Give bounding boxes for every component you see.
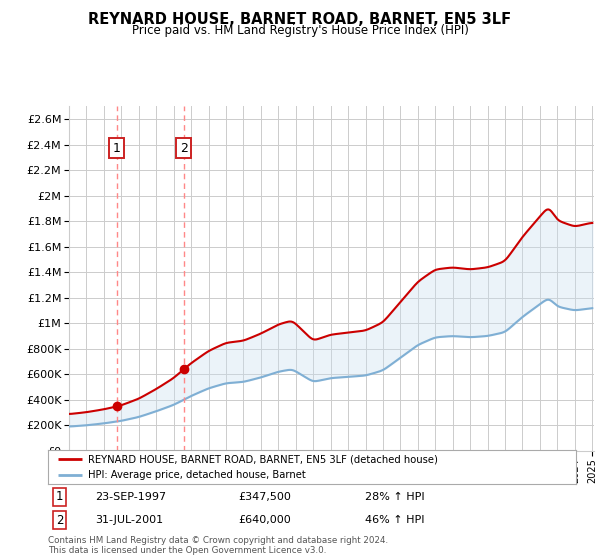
Text: HPI: Average price, detached house, Barnet: HPI: Average price, detached house, Barn… [88, 470, 305, 480]
Text: REYNARD HOUSE, BARNET ROAD, BARNET, EN5 3LF (detached house): REYNARD HOUSE, BARNET ROAD, BARNET, EN5 … [88, 454, 437, 464]
Text: 31-JUL-2001: 31-JUL-2001 [95, 515, 164, 525]
Text: 1: 1 [113, 142, 121, 155]
Text: 2: 2 [180, 142, 188, 155]
Text: Price paid vs. HM Land Registry's House Price Index (HPI): Price paid vs. HM Land Registry's House … [131, 24, 469, 36]
Text: £347,500: £347,500 [238, 492, 291, 502]
Text: 2: 2 [56, 514, 64, 526]
Text: 1: 1 [56, 491, 64, 503]
Text: 28% ↑ HPI: 28% ↑ HPI [365, 492, 424, 502]
Text: 46% ↑ HPI: 46% ↑ HPI [365, 515, 424, 525]
Text: Contains HM Land Registry data © Crown copyright and database right 2024.
This d: Contains HM Land Registry data © Crown c… [48, 536, 388, 556]
Text: £640,000: £640,000 [238, 515, 291, 525]
Text: 23-SEP-1997: 23-SEP-1997 [95, 492, 167, 502]
Text: REYNARD HOUSE, BARNET ROAD, BARNET, EN5 3LF: REYNARD HOUSE, BARNET ROAD, BARNET, EN5 … [88, 12, 512, 27]
